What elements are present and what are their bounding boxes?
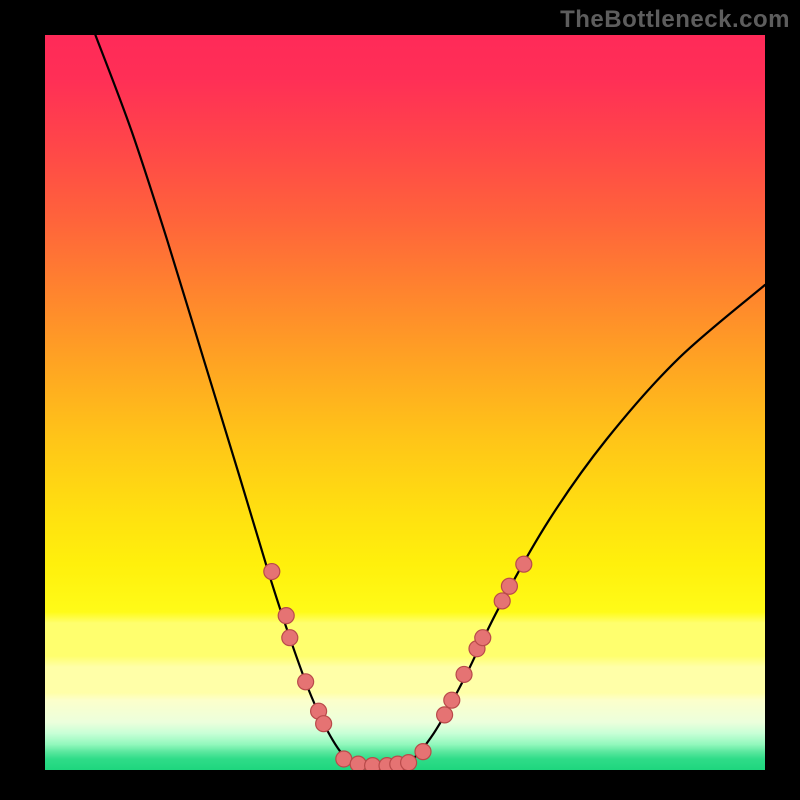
marker-point <box>415 744 431 760</box>
marker-point <box>501 578 517 594</box>
marker-point <box>516 556 532 572</box>
marker-point <box>456 666 472 682</box>
gradient-background <box>45 35 765 770</box>
marker-point <box>336 751 352 767</box>
chart-plot-area <box>45 35 765 770</box>
marker-point <box>264 564 280 580</box>
marker-point <box>444 692 460 708</box>
marker-point <box>494 593 510 609</box>
marker-point <box>282 630 298 646</box>
marker-point <box>298 674 314 690</box>
marker-point <box>365 758 381 770</box>
marker-point <box>350 756 366 770</box>
marker-point <box>437 707 453 723</box>
marker-point <box>316 716 332 732</box>
marker-point <box>278 608 294 624</box>
watermark-text: TheBottleneck.com <box>560 6 790 34</box>
marker-point <box>401 755 417 770</box>
marker-point <box>475 630 491 646</box>
